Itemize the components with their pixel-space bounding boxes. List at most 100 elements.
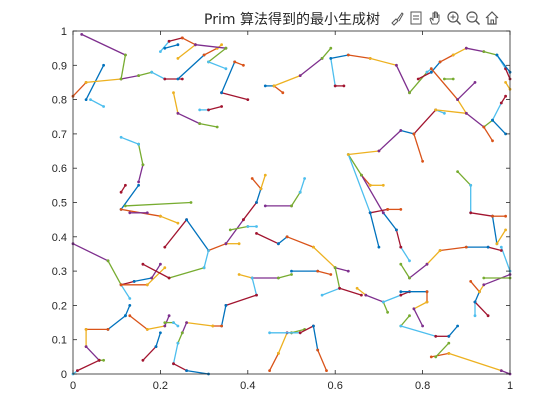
tree-edge-line bbox=[77, 359, 100, 372]
tree-edge-line bbox=[500, 246, 511, 272]
tree-edge-line bbox=[335, 267, 349, 272]
tree-vertex-point bbox=[298, 331, 302, 335]
tree-vertex-point bbox=[504, 228, 507, 232]
y-tick-label: 0.1 bbox=[52, 335, 67, 347]
tree-edge-line bbox=[182, 37, 196, 46]
tree-vertex-point bbox=[425, 262, 429, 266]
tree-vertex-point bbox=[316, 348, 320, 352]
tree-edge-line bbox=[221, 61, 236, 93]
tree-vertex-point bbox=[377, 245, 381, 249]
tree-vertex-point bbox=[482, 50, 486, 53]
y-tick-label: 0.2 bbox=[52, 300, 67, 312]
zoom-out-icon[interactable] bbox=[464, 10, 481, 27]
pan-hand-icon[interactable] bbox=[426, 10, 443, 27]
data-tips-icon[interactable] bbox=[407, 10, 424, 27]
tree-edge-line bbox=[195, 44, 226, 49]
tree-edge-line bbox=[383, 294, 402, 303]
tree-vertex-point bbox=[491, 139, 494, 143]
tree-vertex-point bbox=[137, 74, 141, 77]
tree-vertex-point bbox=[469, 211, 473, 215]
tree-vertex-point bbox=[329, 57, 333, 60]
tree-vertex-point bbox=[381, 211, 385, 215]
tree-vertex-point bbox=[368, 183, 372, 187]
tree-vertex-point bbox=[176, 341, 180, 345]
tree-edge-line bbox=[474, 291, 480, 303]
tree-vertex-point bbox=[368, 57, 372, 60]
tree-vertex-point bbox=[438, 60, 442, 64]
tree-vertex-point bbox=[355, 286, 359, 290]
tree-edge-line bbox=[120, 54, 127, 80]
tree-edge-line bbox=[413, 109, 437, 135]
tree-edge-line bbox=[439, 54, 454, 63]
tree-edge-line bbox=[177, 54, 205, 80]
tree-vertex-point bbox=[399, 129, 403, 132]
tree-edge-line bbox=[208, 243, 227, 252]
tree-vertex-point bbox=[290, 273, 293, 276]
tree-vertex-point bbox=[242, 218, 245, 222]
tree-vertex-point bbox=[399, 208, 403, 211]
tree-vertex-point bbox=[137, 180, 141, 184]
tree-edge-line bbox=[120, 74, 139, 80]
tree-edge-line bbox=[120, 136, 139, 145]
tree-vertex-point bbox=[237, 273, 241, 276]
tree-edge-line bbox=[208, 47, 227, 63]
tree-vertex-point bbox=[154, 345, 158, 348]
tree-vertex-point bbox=[346, 153, 350, 156]
tree-edge-line bbox=[435, 342, 450, 358]
tree-vertex-point bbox=[464, 245, 468, 249]
tree-vertex-point bbox=[150, 70, 154, 74]
tree-edge-line bbox=[452, 47, 467, 56]
tree-edge-line bbox=[483, 126, 494, 142]
tree-vertex-point bbox=[329, 273, 333, 276]
tree-edge-line bbox=[430, 68, 459, 101]
tree-edge-line bbox=[273, 74, 301, 87]
tree-vertex-point bbox=[76, 369, 79, 372]
y-tick-label: 0.6 bbox=[52, 163, 67, 175]
tree-edge-line bbox=[221, 92, 248, 101]
home-icon[interactable] bbox=[483, 10, 500, 27]
tree-edge-line bbox=[120, 184, 140, 210]
tree-vertex-point bbox=[159, 262, 162, 266]
tree-vertex-point bbox=[408, 314, 411, 318]
tree-vertex-point bbox=[176, 221, 180, 225]
tree-edge-line bbox=[457, 99, 467, 114]
tree-vertex-point bbox=[399, 290, 403, 294]
tree-vertex-point bbox=[368, 211, 372, 215]
tree-vertex-point bbox=[242, 63, 245, 67]
tree-vertex-point bbox=[416, 77, 420, 81]
tree-edge-line bbox=[142, 263, 170, 279]
tree-vertex-point bbox=[215, 125, 219, 129]
brush-icon[interactable] bbox=[388, 10, 405, 27]
tree-vertex-point bbox=[124, 204, 127, 208]
tree-edge-line bbox=[256, 232, 279, 245]
tree-edge-line bbox=[186, 219, 210, 251]
tree-vertex-point bbox=[172, 321, 175, 324]
tree-edge-line bbox=[369, 212, 380, 248]
x-tick-label: 0 bbox=[70, 380, 76, 392]
tree-edge-line bbox=[277, 332, 288, 354]
tree-vertex-point bbox=[473, 314, 477, 318]
tree-vertex-point bbox=[124, 314, 127, 318]
tree-vertex-point bbox=[220, 91, 224, 95]
tree-vertex-point bbox=[482, 283, 486, 287]
x-tick-label: 0.4 bbox=[240, 380, 255, 392]
tree-vertex-point bbox=[456, 170, 459, 174]
y-tick-label: 0.5 bbox=[52, 198, 67, 210]
tree-vertex-point bbox=[259, 187, 263, 191]
tree-edge-line bbox=[186, 369, 209, 375]
tree-vertex-point bbox=[202, 266, 206, 270]
tree-vertex-point bbox=[456, 98, 459, 101]
tree-edge-line bbox=[186, 321, 213, 327]
y-tick-label: 0.9 bbox=[52, 60, 67, 72]
zoom-in-icon[interactable] bbox=[445, 10, 462, 27]
tree-vertex-point bbox=[486, 314, 490, 318]
tree-edge-line bbox=[413, 308, 424, 327]
tree-edge-line bbox=[501, 369, 511, 375]
tree-vertex-point bbox=[128, 211, 132, 215]
tree-edge-line bbox=[160, 215, 179, 224]
tree-edge-line bbox=[426, 250, 441, 265]
tree-vertex-point bbox=[399, 324, 403, 328]
tree-vertex-point bbox=[145, 283, 149, 287]
axes-toolbar bbox=[388, 8, 500, 28]
tree-vertex-point bbox=[119, 283, 123, 287]
